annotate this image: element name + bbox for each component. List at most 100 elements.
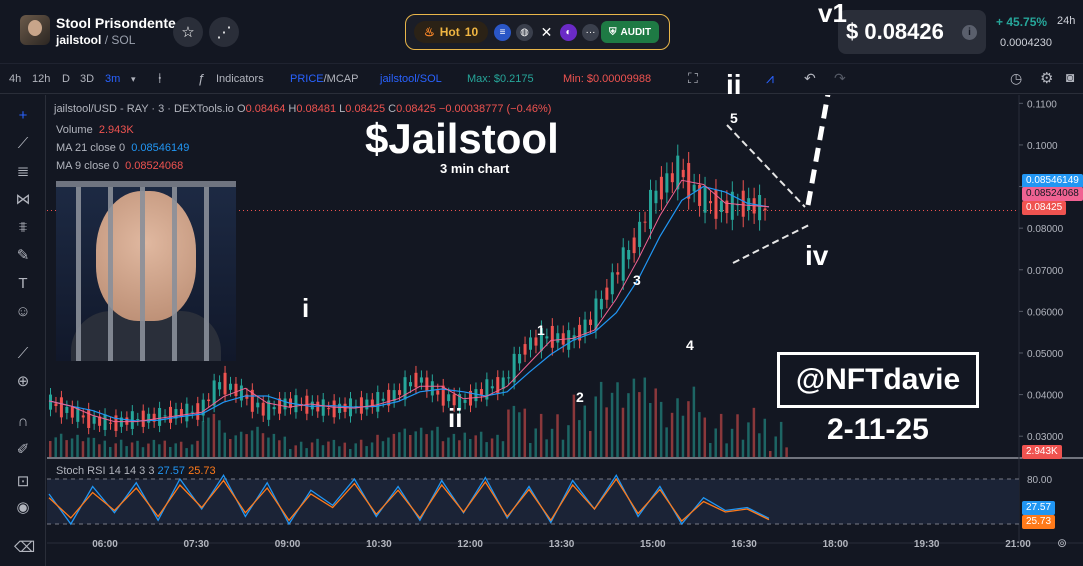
- indicators-fx-icon[interactable]: ƒ: [198, 71, 206, 86]
- candle-body: [692, 184, 696, 192]
- volume-bar: [436, 426, 439, 457]
- trend-line-icon[interactable]: ⟋: [17, 135, 29, 152]
- candle-body: [419, 377, 423, 383]
- candle-body: [234, 383, 238, 397]
- info-icon[interactable]: i: [962, 25, 977, 40]
- chart-type-icon[interactable]: ⩘: [766, 70, 774, 86]
- candle-body: [687, 162, 691, 199]
- screenshot-camera-icon[interactable]: ◙: [1066, 69, 1075, 85]
- lock-drawing-icon[interactable]: ✐: [16, 441, 30, 458]
- volume-bar: [158, 444, 161, 457]
- solana-icon[interactable]: ≡: [494, 24, 511, 41]
- candle-body: [54, 403, 58, 407]
- trash-icon[interactable]: ⌫: [14, 539, 36, 556]
- y-tick-label: 0.05000: [1027, 349, 1064, 360]
- pumpfun-icon[interactable]: ◐: [560, 24, 577, 41]
- candle-body: [229, 383, 232, 390]
- volume-bar: [289, 449, 292, 457]
- candle-body: [365, 399, 369, 410]
- volume-bar: [501, 441, 505, 457]
- pattern-icon[interactable]: ⩨: [18, 219, 28, 236]
- text-tool-icon[interactable]: T: [18, 275, 28, 292]
- volume-bar: [550, 428, 554, 457]
- candle-body: [649, 189, 652, 229]
- chart-toolbar: 4h 12h D 3D 3m ▾ ⍿ ƒ Indicators PRICE/MC…: [0, 64, 1083, 94]
- price-mcap-toggle[interactable]: PRICE/MCAP: [290, 73, 358, 85]
- timeframe-dropdown-icon[interactable]: ▾: [131, 74, 136, 84]
- volume-bar: [381, 441, 385, 457]
- volume-bar: [392, 433, 396, 457]
- low-label: L: [339, 103, 346, 115]
- fullscreen-icon[interactable]: ⛶: [688, 70, 698, 86]
- timeframe-3m[interactable]: 3m: [105, 73, 121, 85]
- volume-bar: [572, 394, 576, 457]
- volume-bar: [714, 428, 717, 457]
- share-icon[interactable]: ⋰: [209, 17, 239, 47]
- timeframe-4h[interactable]: 4h: [9, 73, 22, 85]
- website-globe-icon[interactable]: ◍: [516, 24, 533, 41]
- token-handle[interactable]: jailstool: [56, 33, 102, 47]
- x-tick-label: 10:30: [366, 539, 392, 550]
- candle-body: [239, 385, 243, 401]
- indicators-button[interactable]: Indicators: [216, 73, 264, 85]
- x-tick-label: 09:00: [275, 539, 301, 550]
- timeframe-d[interactable]: D: [62, 73, 70, 85]
- brush-icon[interactable]: ✎: [16, 247, 30, 264]
- candle-body: [632, 237, 636, 254]
- candle-body: [534, 337, 538, 346]
- volume-bar: [447, 437, 450, 457]
- candle-body: [583, 319, 587, 336]
- volume-bar: [599, 381, 603, 457]
- redo-icon[interactable]: ↷: [834, 70, 846, 86]
- candle-body: [539, 328, 543, 351]
- volume-bar: [774, 436, 777, 457]
- flame-icon: ♨: [424, 25, 435, 39]
- price-chart[interactable]: 0.11000.10000.090000.080000.070000.06000…: [47, 40, 1083, 566]
- volume-bar: [659, 401, 663, 457]
- candle-body: [452, 394, 456, 406]
- magnet-icon[interactable]: ∩: [17, 413, 29, 430]
- ruler-icon[interactable]: ⟋: [17, 345, 29, 362]
- wedge-lower-line: [732, 224, 810, 264]
- x-twitter-icon[interactable]: ✕: [540, 24, 553, 40]
- volume-bar: [327, 441, 330, 457]
- pair-switch[interactable]: jailstool/SOL: [380, 73, 442, 85]
- lock-icon[interactable]: ⊡: [16, 473, 30, 490]
- audit-button[interactable]: ⛨ AUDIT: [601, 21, 660, 43]
- stoch-k-value: 27.57: [157, 465, 186, 477]
- volume-bar: [632, 378, 636, 457]
- open-label: O: [237, 103, 246, 115]
- candle-body: [430, 381, 434, 396]
- horizontal-lines-icon[interactable]: ≣: [16, 163, 30, 180]
- stoch-d-tag: 25.73: [1022, 515, 1056, 529]
- candle-style-icon[interactable]: ⍿: [158, 70, 162, 86]
- volume-bar: [343, 442, 347, 457]
- ma21-legend: MA 21 close 0 0.08546149: [56, 142, 189, 154]
- favorite-star-icon[interactable]: ☆: [173, 17, 203, 47]
- wave-label-iv: iv: [805, 240, 829, 271]
- emoji-icon[interactable]: ☺: [15, 303, 31, 320]
- crosshair-icon[interactable]: +: [18, 107, 28, 124]
- volume-bar: [267, 437, 270, 457]
- timeframe-3d[interactable]: 3D: [80, 73, 95, 85]
- token-chain: / SOL: [104, 33, 136, 47]
- volume-value: 2.943K: [98, 124, 134, 136]
- token-avatar[interactable]: [20, 15, 50, 45]
- alert-icon[interactable]: ◷: [1010, 70, 1023, 86]
- x-tick-label: 21:00: [1005, 539, 1031, 550]
- undo-icon[interactable]: ↶: [804, 70, 816, 86]
- candle-body: [398, 390, 402, 395]
- candle-body: [567, 330, 571, 350]
- last-price-tag: 0.08425: [1022, 201, 1067, 215]
- chart-canvas[interactable]: 0.11000.10000.090000.080000.070000.06000…: [47, 40, 1083, 566]
- timeframe-12h[interactable]: 12h: [32, 73, 51, 85]
- hot-badge[interactable]: ♨ Hot 10: [414, 21, 489, 43]
- eye-icon[interactable]: ◉: [16, 499, 30, 516]
- pitchfork-icon[interactable]: ⋈: [15, 191, 31, 208]
- candle-body: [49, 394, 52, 410]
- zoom-in-icon[interactable]: ⊕: [16, 373, 30, 390]
- audit-label: AUDIT: [620, 26, 652, 38]
- settings-gear-icon[interactable]: ⚙: [1040, 70, 1054, 87]
- more-icon[interactable]: ···: [582, 24, 599, 41]
- volume-bar: [627, 393, 630, 457]
